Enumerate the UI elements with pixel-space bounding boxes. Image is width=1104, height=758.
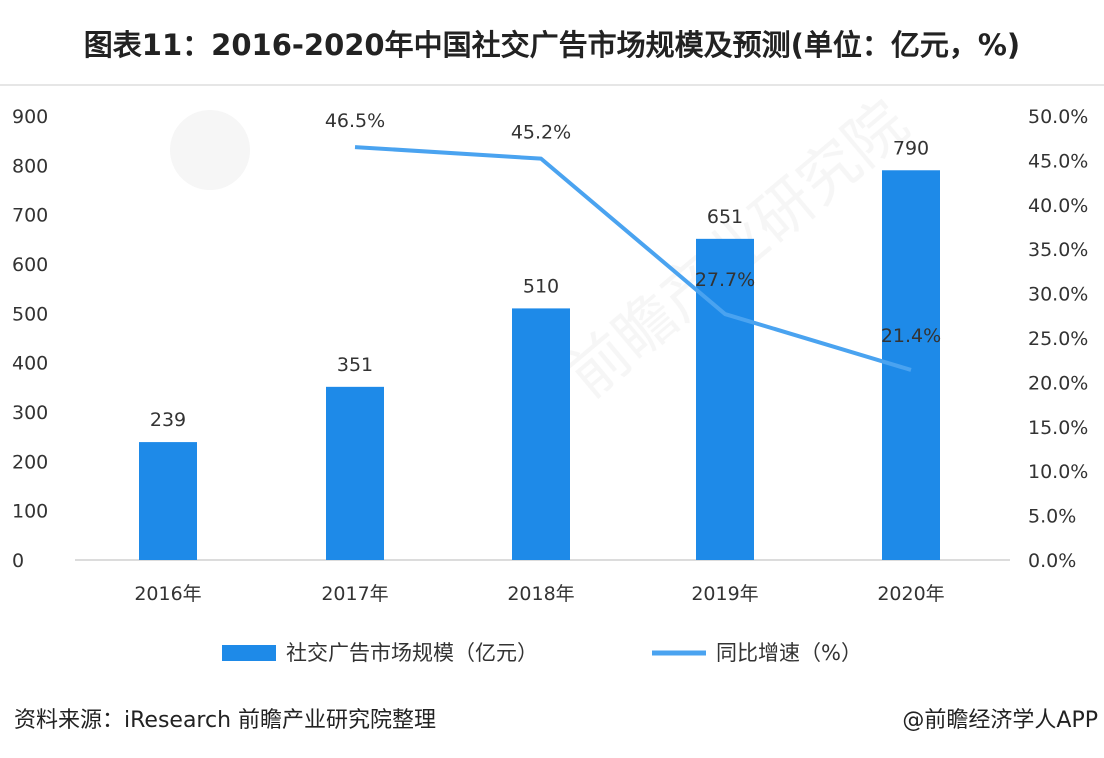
right-tick-label: 10.0% bbox=[1028, 461, 1088, 483]
left-tick-label: 600 bbox=[12, 254, 48, 276]
bar bbox=[512, 308, 570, 560]
x-tick-label: 2019年 bbox=[691, 583, 758, 605]
bar-value-label: 351 bbox=[337, 354, 373, 376]
title-divider bbox=[0, 84, 1104, 86]
left-tick-label: 0 bbox=[12, 550, 24, 572]
left-tick-label: 500 bbox=[12, 303, 48, 325]
right-tick-label: 30.0% bbox=[1028, 284, 1088, 306]
legend: 社交广告市场规模（亿元） 同比增速（%） bbox=[222, 641, 862, 665]
chart-title: 图表11：2016-2020年中国社交广告市场规模及预测(单位：亿元，%) bbox=[83, 28, 1021, 62]
legend-bar-swatch bbox=[222, 645, 276, 661]
right-tick-label: 15.0% bbox=[1028, 417, 1088, 439]
left-tick-label: 200 bbox=[12, 451, 48, 473]
bar-value-label: 239 bbox=[150, 409, 186, 431]
bar bbox=[696, 238, 754, 560]
left-tick-label: 400 bbox=[12, 353, 48, 375]
right-tick-label: 35.0% bbox=[1028, 239, 1088, 261]
right-tick-label: 40.0% bbox=[1028, 195, 1088, 217]
growth-line bbox=[354, 145, 912, 372]
right-tick-label: 5.0% bbox=[1028, 506, 1076, 528]
bar bbox=[326, 386, 384, 560]
x-tick-label: 2020年 bbox=[877, 583, 944, 605]
left-tick-label: 900 bbox=[12, 106, 48, 128]
right-tick-label: 0.0% bbox=[1028, 550, 1076, 572]
right-tick-label: 25.0% bbox=[1028, 328, 1088, 350]
left-tick-label: 700 bbox=[12, 205, 48, 227]
line-value-label: 27.7% bbox=[695, 269, 755, 291]
right-tick-label: 45.0% bbox=[1028, 150, 1088, 172]
x-tick-label: 2016年 bbox=[134, 583, 201, 605]
bar-value-label: 510 bbox=[523, 275, 559, 297]
right-tick-label: 50.0% bbox=[1028, 106, 1088, 128]
x-tick-label: 2018年 bbox=[507, 583, 574, 605]
credit-note: @前瞻经济学人APP bbox=[902, 708, 1098, 733]
right-tick-label: 20.0% bbox=[1028, 372, 1088, 394]
line-value-label: 46.5% bbox=[325, 110, 385, 132]
line-value-label: 21.4% bbox=[881, 325, 941, 347]
left-tick-label: 800 bbox=[12, 155, 48, 177]
bar bbox=[139, 442, 197, 560]
line-value-label: 45.2% bbox=[511, 122, 571, 144]
bar-value-label: 651 bbox=[707, 206, 743, 228]
x-tick-label: 2017年 bbox=[321, 583, 388, 605]
legend-bar-label: 社交广告市场规模（亿元） bbox=[286, 641, 538, 665]
legend-line-label: 同比增速（%） bbox=[716, 641, 862, 665]
left-tick-label: 100 bbox=[12, 501, 48, 523]
left-tick-label: 300 bbox=[12, 402, 48, 424]
bar-value-label: 790 bbox=[893, 137, 929, 159]
source-note: 资料来源：iResearch 前瞻产业研究院整理 bbox=[14, 708, 437, 733]
